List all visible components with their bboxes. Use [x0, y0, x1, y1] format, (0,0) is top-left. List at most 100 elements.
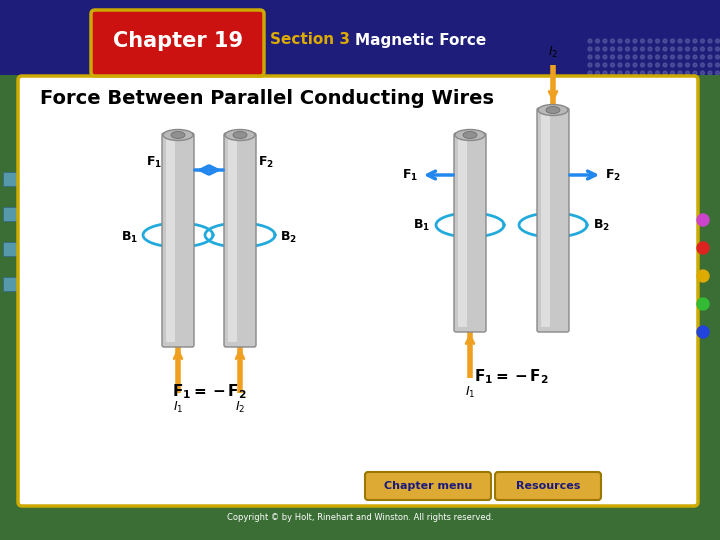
Text: Chapter 19: Chapter 19 [113, 31, 243, 51]
Text: $\mathbf{B_1}$: $\mathbf{B_1}$ [121, 230, 138, 245]
Ellipse shape [455, 130, 485, 140]
Circle shape [685, 47, 690, 51]
FancyBboxPatch shape [541, 113, 550, 327]
Circle shape [618, 39, 622, 43]
Circle shape [716, 55, 719, 59]
Circle shape [716, 47, 719, 51]
Text: $\mathbf{B_2}$: $\mathbf{B_2}$ [593, 218, 610, 233]
Circle shape [595, 39, 600, 43]
Circle shape [697, 326, 709, 338]
Circle shape [670, 47, 675, 51]
Circle shape [626, 63, 629, 67]
Circle shape [697, 214, 709, 226]
FancyBboxPatch shape [495, 472, 601, 500]
Text: Magnetic Force: Magnetic Force [355, 32, 486, 48]
Circle shape [648, 63, 652, 67]
Circle shape [603, 71, 607, 75]
Bar [0, 75, 22, 505]
Circle shape [693, 71, 697, 75]
Circle shape [588, 39, 592, 43]
FancyBboxPatch shape [454, 133, 486, 332]
Circle shape [701, 71, 704, 75]
Circle shape [697, 270, 709, 282]
Circle shape [595, 71, 600, 75]
Circle shape [708, 47, 712, 51]
Circle shape [626, 39, 629, 43]
Text: $I_1$: $I_1$ [173, 400, 183, 415]
FancyBboxPatch shape [458, 138, 467, 327]
Circle shape [701, 55, 704, 59]
Circle shape [648, 47, 652, 51]
Circle shape [595, 55, 600, 59]
Circle shape [626, 71, 629, 75]
Circle shape [588, 71, 592, 75]
FancyBboxPatch shape [18, 76, 698, 506]
Circle shape [708, 55, 712, 59]
Circle shape [618, 71, 622, 75]
Circle shape [685, 55, 690, 59]
Text: $I_2$: $I_2$ [235, 400, 245, 415]
Circle shape [626, 47, 629, 51]
Circle shape [641, 71, 644, 75]
Circle shape [670, 39, 675, 43]
Circle shape [633, 63, 637, 67]
Circle shape [603, 39, 607, 43]
Circle shape [611, 71, 614, 75]
Circle shape [670, 55, 675, 59]
Bar [698, 75, 720, 505]
Bar [0, 0, 720, 80]
Circle shape [697, 298, 709, 310]
Circle shape [716, 71, 719, 75]
Circle shape [603, 63, 607, 67]
Text: $\mathbf{F_1 = -F_2}$: $\mathbf{F_1 = -F_2}$ [171, 383, 246, 401]
Circle shape [595, 63, 600, 67]
Ellipse shape [171, 132, 185, 138]
Circle shape [663, 39, 667, 43]
Circle shape [588, 63, 592, 67]
Text: $\mathbf{F_1}$: $\mathbf{F_1}$ [402, 167, 418, 183]
Text: $\mathbf{B_1}$: $\mathbf{B_1}$ [413, 218, 430, 233]
FancyBboxPatch shape [537, 108, 569, 332]
FancyBboxPatch shape [3, 242, 17, 256]
Circle shape [663, 71, 667, 75]
Circle shape [685, 39, 690, 43]
Circle shape [678, 63, 682, 67]
Circle shape [618, 55, 622, 59]
Circle shape [685, 71, 690, 75]
Circle shape [633, 71, 637, 75]
Ellipse shape [233, 132, 247, 138]
Text: $I_2$: $I_2$ [548, 45, 558, 60]
Text: $\mathbf{B_2}$: $\mathbf{B_2}$ [280, 230, 297, 245]
Circle shape [588, 55, 592, 59]
FancyBboxPatch shape [3, 277, 17, 291]
Circle shape [678, 47, 682, 51]
Circle shape [663, 63, 667, 67]
Ellipse shape [225, 130, 255, 140]
Text: Resources: Resources [516, 481, 580, 491]
Ellipse shape [463, 132, 477, 138]
Circle shape [701, 63, 704, 67]
Circle shape [648, 71, 652, 75]
Circle shape [655, 71, 660, 75]
Circle shape [641, 63, 644, 67]
Circle shape [678, 71, 682, 75]
Circle shape [633, 55, 637, 59]
Circle shape [670, 63, 675, 67]
FancyBboxPatch shape [3, 207, 17, 221]
FancyBboxPatch shape [224, 133, 256, 347]
Text: Chapter menu: Chapter menu [384, 481, 472, 491]
Circle shape [618, 47, 622, 51]
Text: Section 3: Section 3 [270, 32, 355, 48]
Circle shape [588, 47, 592, 51]
Circle shape [693, 63, 697, 67]
Circle shape [633, 39, 637, 43]
Circle shape [633, 47, 637, 51]
Circle shape [693, 39, 697, 43]
Ellipse shape [163, 130, 193, 140]
Circle shape [655, 39, 660, 43]
Text: $\mathbf{F_1}$: $\mathbf{F_1}$ [146, 154, 162, 170]
Circle shape [655, 47, 660, 51]
Circle shape [603, 47, 607, 51]
Circle shape [701, 47, 704, 51]
Circle shape [618, 63, 622, 67]
